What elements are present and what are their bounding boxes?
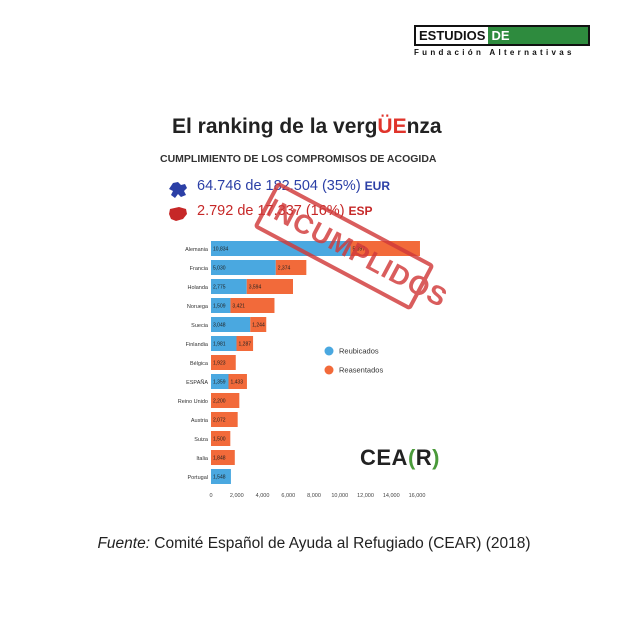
bar-reubicados: [211, 469, 231, 484]
category-label: Portugal: [188, 475, 209, 481]
bar-data-label: 1,981: [213, 342, 226, 348]
bar-reubicados: [211, 374, 229, 389]
category-label: Francia: [190, 266, 209, 272]
bar-reubicados: [211, 298, 231, 313]
bar-data-label: 1,848: [213, 456, 226, 462]
logo-part1: ESTUDIOS: [416, 27, 489, 44]
bar-reasentados: [236, 336, 254, 351]
category-label: Finlandia: [186, 342, 209, 348]
bar-reasentados: [246, 279, 294, 294]
category-label: Italia: [196, 456, 209, 462]
bar-data-label: 1,287: [239, 342, 252, 348]
bar-data-label: 2,775: [213, 285, 226, 291]
category-label: Suecia: [191, 323, 209, 329]
x-tick-label: 14,000: [383, 493, 400, 499]
x-tick-label: 0: [209, 493, 212, 499]
category-label: Bélgica: [190, 361, 209, 367]
bar-data-label: 2,374: [278, 266, 291, 272]
bar-reasentados: [211, 412, 238, 427]
bar-data-label: 1,433: [230, 380, 243, 386]
logo-box: ESTUDIOS DE PROGRESO: [414, 25, 590, 60]
bar-reasentados: [211, 393, 240, 408]
bar-data-label: 5,397: [352, 247, 365, 253]
bar-reubicados: [211, 317, 251, 332]
europe-map-icon: [169, 182, 187, 198]
x-tick-label: 4,000: [256, 493, 270, 499]
bar-reubicados: [211, 336, 237, 351]
bar-reubicados: [211, 241, 351, 256]
bar-data-label: 10,834: [213, 247, 229, 253]
category-label: Reino Unido: [178, 399, 208, 405]
cear-logo: CEA(R): [360, 445, 440, 470]
bar-reasentados: [211, 450, 235, 465]
bar-reasentados: [350, 241, 420, 256]
bar-data-label: 3,048: [213, 323, 226, 329]
legend-marker: [324, 346, 334, 356]
logo-subtitle: Fundación Alternativas: [414, 48, 575, 57]
bar-data-label: 1,923: [213, 361, 226, 367]
infographic-title: El ranking de la vergÜEnza: [172, 115, 442, 138]
bar-data-label: 3,421: [232, 304, 245, 310]
category-label: Alemania: [185, 247, 209, 253]
bar-reubicados: [211, 279, 247, 294]
infographic: El ranking de la vergÜEnza CUMPLIMIENTO …: [155, 105, 453, 515]
refugee-bar-chart: Alemania 10,834 5,397 Francia 5,030 2,374 Hola…: [178, 241, 426, 499]
bar-data-label: 3,594: [249, 285, 262, 291]
x-tick-label: 12,000: [357, 493, 374, 499]
bar-reasentados: [275, 260, 307, 275]
bar-data-label: 2,072: [213, 418, 226, 424]
bar-data-label: 5,030: [213, 266, 226, 272]
eur-stat: 64.746 de 182.504 (35%) EUR: [197, 178, 390, 194]
bar-data-label: 1,500: [213, 437, 226, 443]
title-highlight: ÜE: [377, 115, 407, 138]
category-label: ESPAÑA: [186, 379, 208, 386]
bar-data-label: 1,509: [213, 304, 226, 310]
bar-reasentados: [250, 317, 267, 332]
x-tick-label: 16,000: [409, 493, 426, 499]
legend-label: Reubicados: [339, 347, 379, 356]
category-label: Austria: [191, 418, 209, 424]
x-tick-label: 8,000: [307, 493, 321, 499]
category-label: Holanda: [188, 285, 209, 291]
bar-reubicados: [211, 260, 276, 275]
esp-stat: 2.792 de 17.337 (16%) ESP: [197, 203, 373, 219]
logo-part2: DE PROGRESO: [488, 27, 588, 60]
category-label: Suiza: [194, 437, 209, 443]
bar-reasentados: [211, 431, 231, 446]
category-label: Noruega: [187, 304, 209, 310]
bar-data-label: 2,200: [213, 399, 226, 405]
bar-reasentados: [211, 355, 236, 370]
source-caption: Fuente: Comité Español de Ayuda al Refug…: [97, 535, 531, 552]
spain-map-icon: [169, 207, 187, 221]
legend-label: Reasentados: [339, 366, 383, 375]
x-tick-label: 6,000: [281, 493, 295, 499]
bar-data-label: 1,359: [213, 380, 226, 386]
estudios-de-progreso-logo: ESTUDIOS DE PROGRESO Fundación Alternati…: [414, 25, 590, 60]
bar-data-label: 1,244: [252, 323, 265, 329]
bar-reasentados: [230, 298, 275, 313]
bar-reasentados: [228, 374, 247, 389]
x-tick-label: 2,000: [230, 493, 244, 499]
bar-data-label: 1,548: [213, 475, 226, 481]
legend-marker: [324, 365, 334, 375]
infographic-subtitle: CUMPLIMIENTO DE LOS COMPROMISOS DE ACOGI…: [160, 153, 437, 165]
x-tick-label: 10,000: [331, 493, 348, 499]
